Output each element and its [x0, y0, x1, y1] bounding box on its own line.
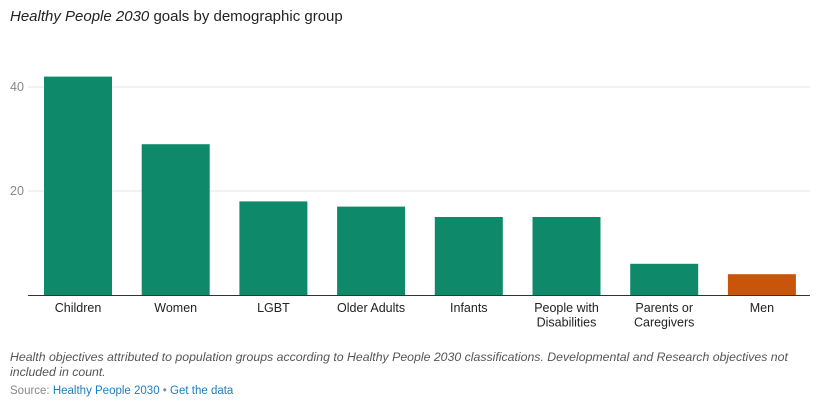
category-label: Infants — [450, 301, 488, 315]
bar[interactable] — [239, 201, 308, 295]
source-separator: • — [159, 385, 171, 397]
category-label-line: LGBT — [257, 301, 290, 315]
bar[interactable] — [44, 76, 112, 295]
category-label-line: Disabilities — [537, 316, 597, 330]
source-link[interactable]: Healthy People 2030 — [52, 385, 160, 397]
category-label-line: Older Adults — [337, 301, 405, 315]
source-line: Source: Healthy People 2030 • Get the da… — [10, 385, 233, 397]
category-label-line: Men — [750, 301, 774, 315]
category-label: LGBT — [257, 301, 290, 315]
y-tick-label: 20 — [10, 184, 24, 198]
category-label: Men — [750, 301, 774, 315]
get-data-link[interactable]: Get the data — [170, 385, 234, 397]
category-label-line: Parents or — [635, 301, 693, 315]
chart-title-italic: Healthy People 2030 — [10, 8, 150, 25]
chart-note: Health objectives attributed to populati… — [10, 350, 788, 379]
source-prefix: Source: — [10, 385, 53, 397]
bar[interactable] — [141, 144, 210, 295]
bar[interactable] — [532, 217, 601, 295]
chart-title-rest: goals by demographic group — [149, 8, 343, 25]
category-label-line: Infants — [450, 301, 488, 315]
y-tick-label: 40 — [10, 80, 24, 94]
category-label: Parents or Caregivers — [634, 301, 694, 330]
bar[interactable] — [630, 263, 699, 295]
category-label-line: Children — [55, 301, 102, 315]
category-label: Women — [154, 301, 197, 315]
category-labels: Children Women LGBT Older Adults Infants Peop… — [55, 301, 774, 330]
category-label: People with Disabilities — [534, 301, 599, 330]
bars — [28, 76, 810, 296]
chart-title: Healthy People 2030 goals by demographic… — [10, 8, 343, 25]
category-label: Older Adults — [337, 301, 405, 315]
bar[interactable] — [337, 206, 406, 295]
category-label-line: Caregivers — [634, 316, 694, 330]
category-label-line: Women — [154, 301, 197, 315]
bar[interactable] — [434, 217, 503, 295]
bar[interactable] — [727, 274, 796, 295]
category-label: Children — [55, 301, 102, 315]
category-label-line: People with — [534, 301, 599, 315]
